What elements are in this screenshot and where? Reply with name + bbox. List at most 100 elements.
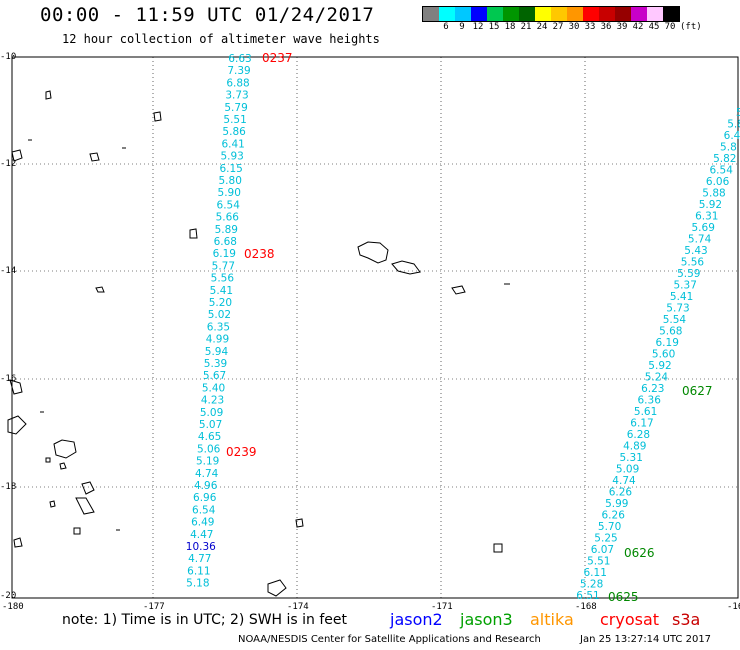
wave-height-value: 6.54 (710, 165, 734, 177)
legend-swatch (647, 7, 663, 21)
legend-unit: (ft) (680, 22, 702, 32)
wave-height-value: 5.56 (211, 273, 235, 285)
wave-height-value: 5.20 (209, 297, 232, 309)
wave-height-value: 6.54 (217, 199, 241, 211)
wave-height-value: 4.74 (195, 468, 219, 480)
satellite-name: cryosat (600, 610, 660, 629)
legend-label: 42 (632, 22, 644, 32)
legend-swatch (455, 7, 471, 21)
longitude-label: -168 (575, 602, 597, 612)
wave-height-value: 5.73 (666, 303, 689, 315)
wave-height-value: 5.59 (677, 268, 700, 280)
wave-height-value: 6.88 (226, 77, 249, 89)
page-title: 00:00 - 11:59 UTC 01/24/2017 (40, 4, 375, 26)
wave-height-value: 6.49 (191, 517, 214, 529)
legend-label: 21 (520, 22, 532, 32)
legend-label: 36 (600, 22, 612, 32)
map-grid (12, 57, 738, 598)
wave-height-value: 5.82 (713, 153, 736, 165)
longitude-label: -180 (2, 602, 24, 612)
wave-height-value: 5.24 (645, 372, 669, 384)
wave-height-value: 5.19 (196, 456, 219, 468)
legend-swatch (551, 7, 567, 21)
wave-height-value: 3.73 (225, 90, 248, 102)
latitude-label: -10 (0, 52, 17, 62)
wave-height-value: 4.47 (190, 529, 213, 541)
wave-height-value: 5.80 (219, 175, 242, 187)
wave-height-value: 5.79 (224, 102, 247, 114)
wave-height-value: 5.56 (681, 257, 705, 269)
wave-height-value: 5.41 (210, 285, 233, 297)
legend-swatch (599, 7, 615, 21)
wave-height-value: 5.74 (688, 234, 712, 246)
wave-height-value: 6.11 (187, 565, 210, 577)
wave-height-value: 5.40 (202, 382, 225, 394)
wave-height-value: 5.69 (692, 222, 715, 234)
wave-height-value: 5.77 (212, 260, 235, 272)
latitude-label: -14 (0, 266, 17, 276)
wave-height-value: 6.17 (630, 418, 653, 430)
legend-swatch (439, 7, 455, 21)
longitude-label: -171 (431, 602, 453, 612)
wave-height-value: 6.54 (192, 504, 216, 516)
legend-swatch (535, 7, 551, 21)
wave-height-value: 4.99 (206, 334, 229, 346)
latitude-label: -12 (0, 159, 17, 169)
legend-swatch (631, 7, 647, 21)
wave-height-value: 4.65 (198, 431, 221, 443)
legend-label: 33 (584, 22, 596, 32)
wave-height-value: 5.92 (648, 360, 671, 372)
legend-label: 18 (504, 22, 516, 32)
map-border (11, 56, 739, 599)
legend-label: 45 (648, 22, 660, 32)
legend-label: 6 (443, 22, 449, 32)
footer-note: note: 1) Time is in UTC; 2) SWH is in fe… (62, 612, 348, 628)
wave-height-value: 5.8 (720, 142, 737, 154)
wave-height-value: 5.09 (200, 407, 223, 419)
legend-label: 15 (488, 22, 500, 32)
legend-label: 12 (472, 22, 484, 32)
legend-swatch (423, 7, 439, 21)
legend-swatch (487, 7, 503, 21)
wave-height-value: 6.63 (228, 53, 251, 65)
wave-height-value: 6.28 (627, 429, 650, 441)
wave-height-value: 5.99 (605, 498, 628, 510)
wave-height-value: 4.23 (201, 395, 224, 407)
wave-height-value: 6.41 (221, 138, 244, 150)
wave-height-value: 5.07 (199, 419, 222, 431)
credit-text: NOAA/NESDIS Center for Satellite Applica… (238, 634, 541, 645)
satellite-name: jason2 (390, 610, 443, 629)
pass-time-label: 0238 (244, 247, 275, 261)
legend-label: 70 (664, 22, 676, 32)
wave-height-value: 6.19 (656, 337, 679, 349)
wave-height-value: 6.96 (193, 492, 217, 504)
pass-time-label: 0627 (682, 384, 713, 398)
wave-height-value: 6.68 (214, 236, 237, 248)
island-outlines (7, 90, 510, 597)
wave-height-value: 5.66 (216, 212, 240, 224)
pass-time-label: 0239 (226, 445, 257, 459)
pass-time-label: 0237 (262, 51, 293, 65)
wave-height-value: 5.31 (620, 452, 643, 464)
legend-label: 27 (552, 22, 564, 32)
longitude-label: -174 (287, 602, 309, 612)
legend-swatch (471, 7, 487, 21)
legend-label: 24 (536, 22, 548, 32)
wave-height-value: 4.89 (623, 441, 646, 453)
legend-swatch (503, 7, 519, 21)
satellite-name: altika (530, 610, 574, 629)
wave-height-value: 6.07 (591, 544, 614, 556)
wave-height-value: 5 (736, 107, 740, 119)
color-legend (422, 6, 680, 22)
wave-height-value: 6.26 (609, 487, 633, 499)
wave-height-value: 5.02 (208, 309, 231, 321)
wave-height-value: 4.74 (612, 475, 636, 487)
legend-label: 30 (568, 22, 580, 32)
credit-timestamp: Jan 25 13:27:14 UTC 2017 (580, 634, 712, 645)
pass-time-labels: 0237 0238 0239 0627 0626 0625 (226, 51, 713, 604)
wave-height-value: 5.70 (598, 521, 621, 533)
wave-height-value: 5.54 (663, 314, 687, 326)
altimeter-track-west: 6.637.396.883.735.795.515.866.415.936.15… (186, 53, 252, 590)
wave-height-value: 5.8 (727, 119, 740, 131)
